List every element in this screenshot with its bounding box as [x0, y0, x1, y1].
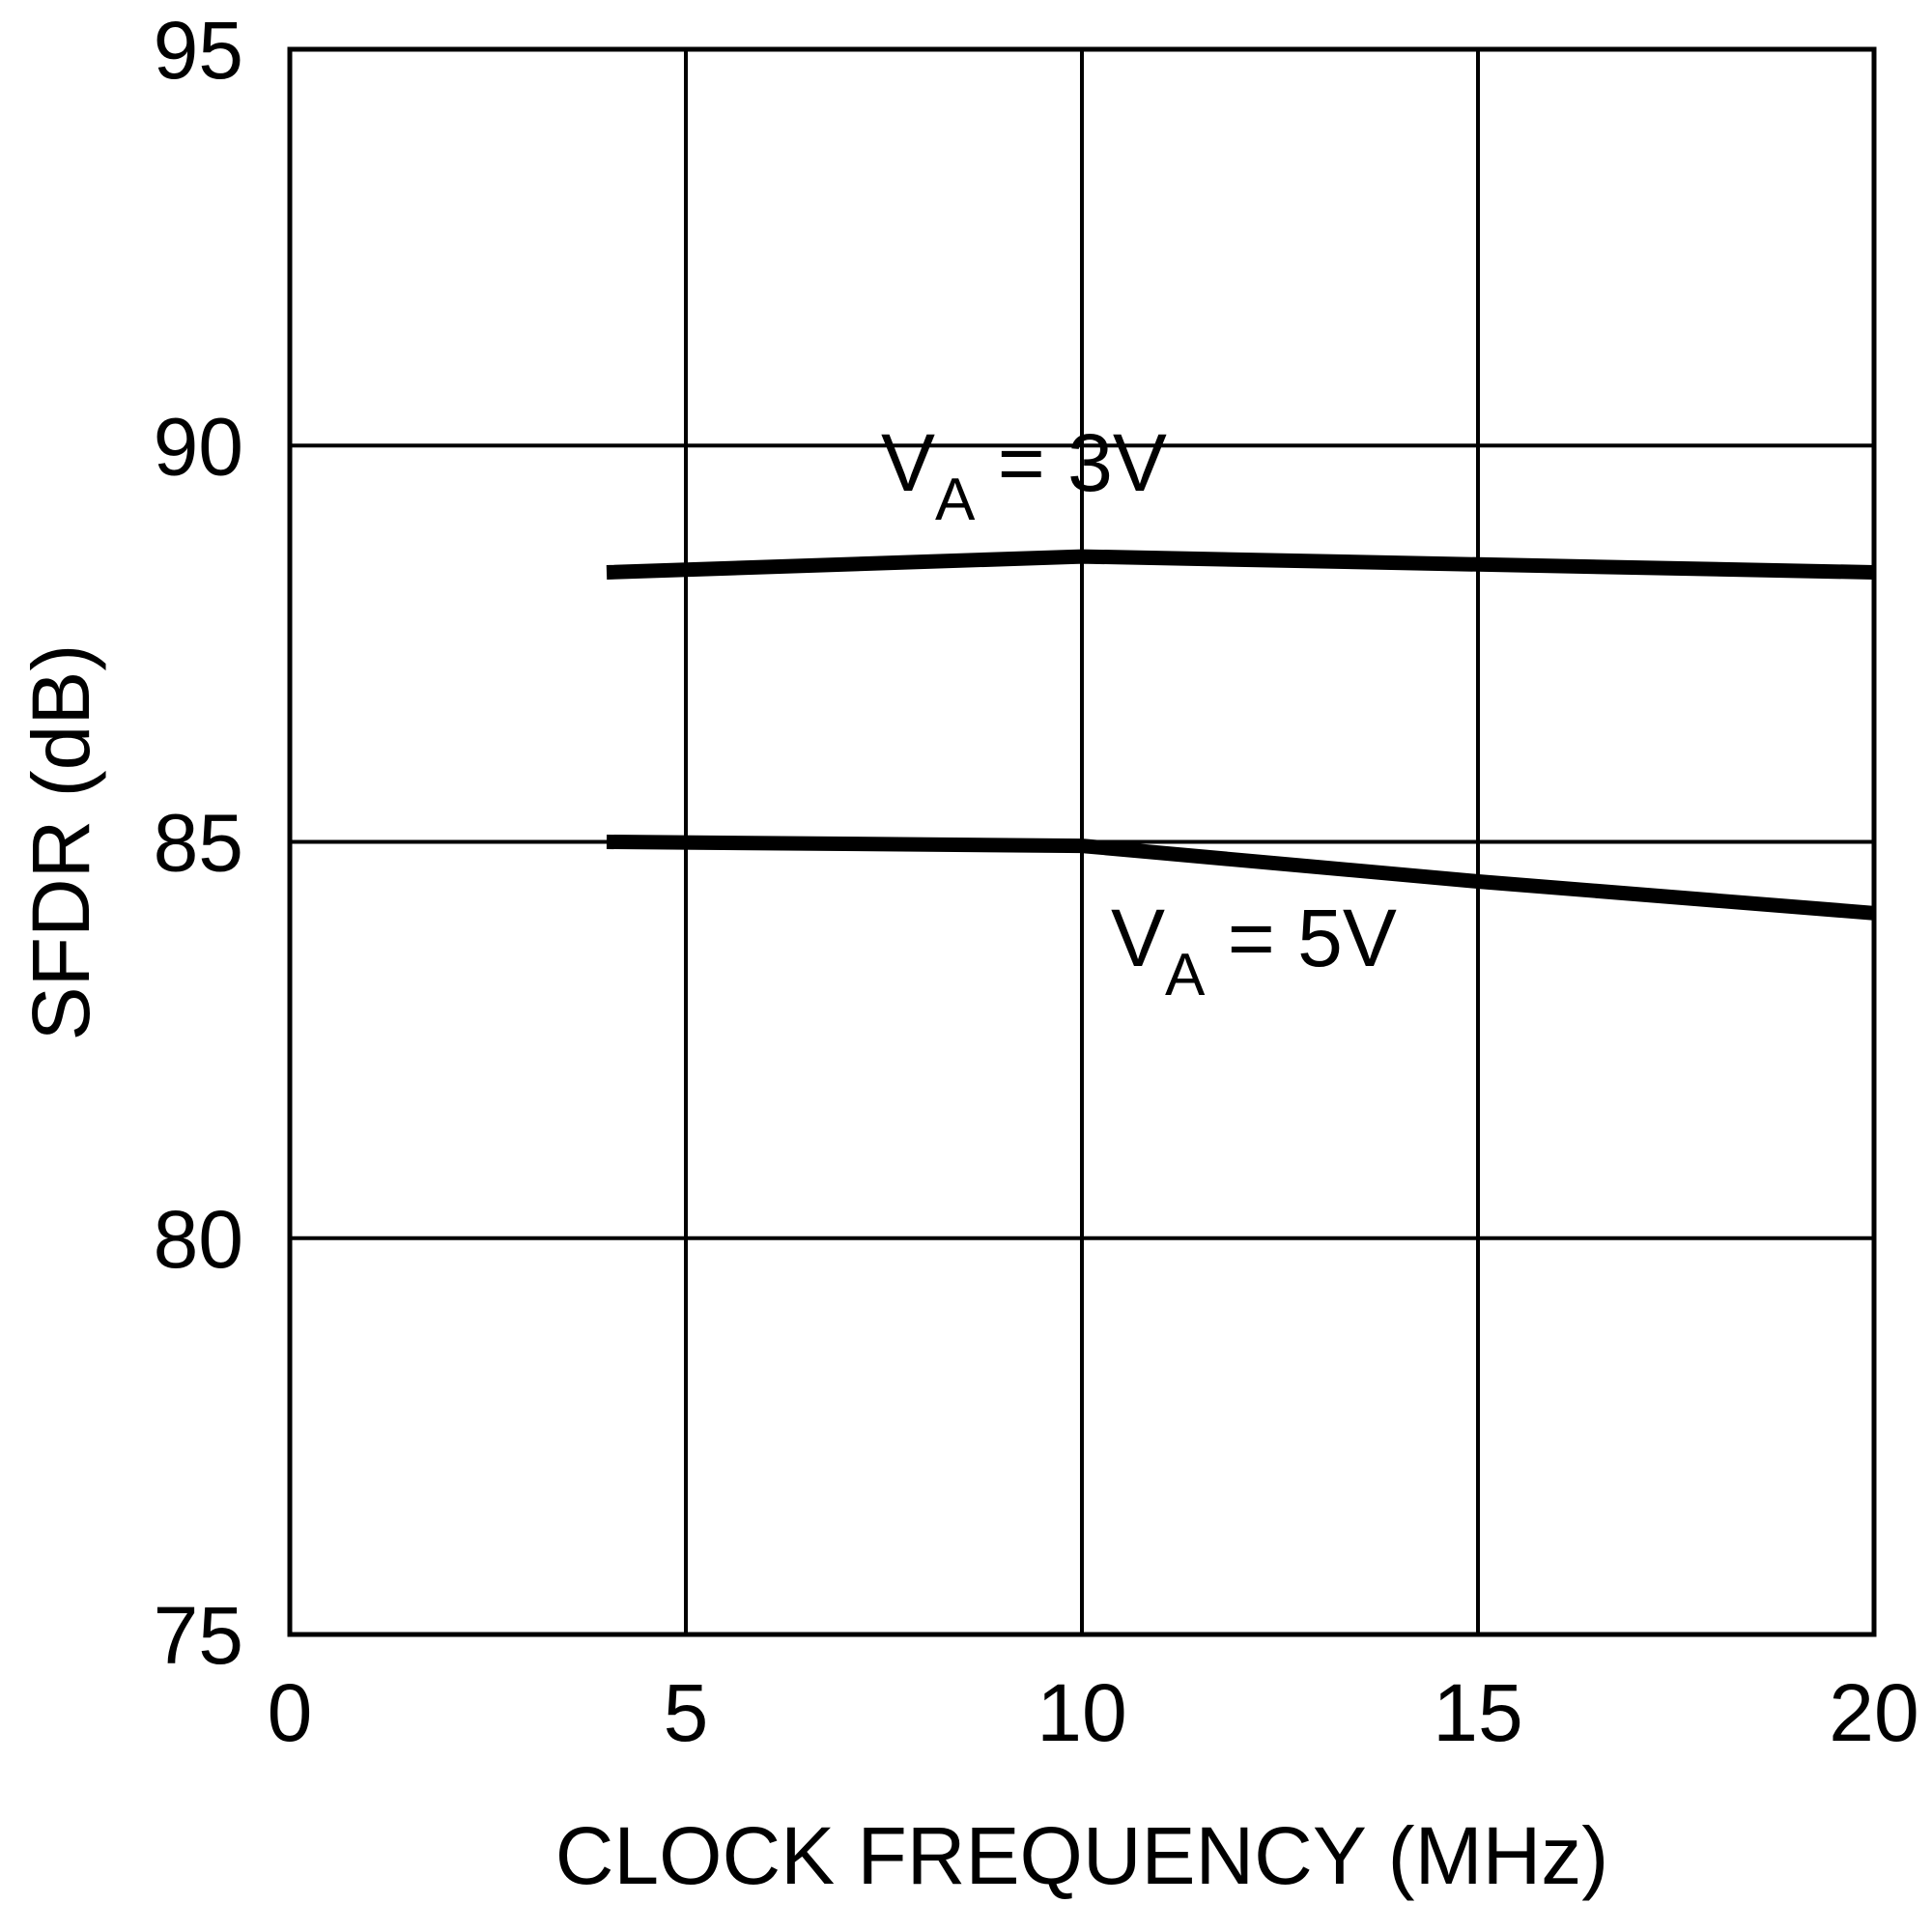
series-line-1	[606, 835, 1875, 921]
annotation-va-5v-main: V	[1111, 893, 1165, 983]
annotation-va-5v-rest: = 5V	[1205, 893, 1396, 983]
x-tick-labels: 0 5 10 15 20	[268, 1667, 1919, 1758]
annotation-va-3v-rest: = 3V	[975, 417, 1166, 508]
x-tick-label: 10	[1037, 1667, 1126, 1758]
x-tick-label: 20	[1829, 1667, 1918, 1758]
y-tick-label: 75	[154, 1590, 243, 1681]
annotation-va-3v: VA = 3V	[881, 417, 1167, 533]
x-axis-label: CLOCK FREQUENCY (MHz)	[555, 1810, 1609, 1901]
y-tick-label: 95	[154, 5, 243, 96]
x-tick-label: 0	[268, 1667, 313, 1758]
plot-frame	[287, 46, 1877, 1637]
y-axis-label: SFDR (dB)	[15, 644, 106, 1041]
x-tick-label: 5	[664, 1667, 709, 1758]
y-tick-label: 85	[154, 798, 243, 889]
y-tick-label: 80	[154, 1194, 243, 1285]
annotation-va-3v-sub: A	[935, 467, 976, 533]
annotation-va-3v-main: V	[881, 417, 935, 508]
annotation-va-5v: VA = 5V	[1111, 893, 1397, 1009]
series-line-0	[606, 549, 1875, 580]
x-tick-label: 15	[1433, 1667, 1522, 1758]
annotation-va-5v-sub: A	[1165, 942, 1206, 1009]
series-lines	[606, 549, 1875, 921]
y-tick-labels: 75 80 85 90 95	[154, 5, 243, 1681]
y-tick-label: 90	[154, 401, 243, 492]
